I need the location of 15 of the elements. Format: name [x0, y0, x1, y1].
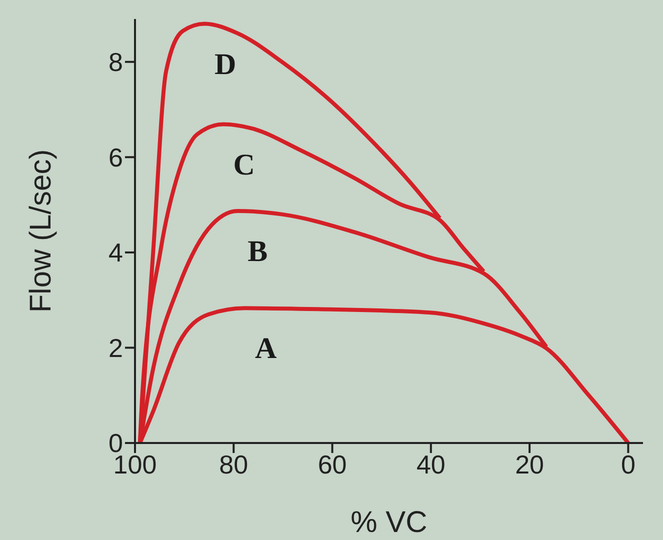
y-tick-label: 4 — [108, 238, 123, 268]
y-tick-label: 2 — [108, 332, 123, 363]
x-tick-label: 20 — [515, 449, 544, 480]
series-label: B — [248, 234, 268, 268]
x-axis-title: % VC — [350, 506, 428, 539]
y-tick-label: 6 — [108, 142, 123, 172]
y-axis-title: Flow (L/sec) — [24, 149, 58, 313]
series-label: A — [254, 332, 277, 366]
y-tick-label: 8 — [108, 47, 123, 78]
x-tick-label: 80 — [219, 449, 248, 480]
x-tick-label: 0 — [620, 449, 636, 480]
x-tick-label: 40 — [416, 449, 446, 480]
x-tick-label: 60 — [318, 449, 347, 480]
series-label: C — [233, 148, 255, 182]
series-label: D — [214, 48, 236, 81]
